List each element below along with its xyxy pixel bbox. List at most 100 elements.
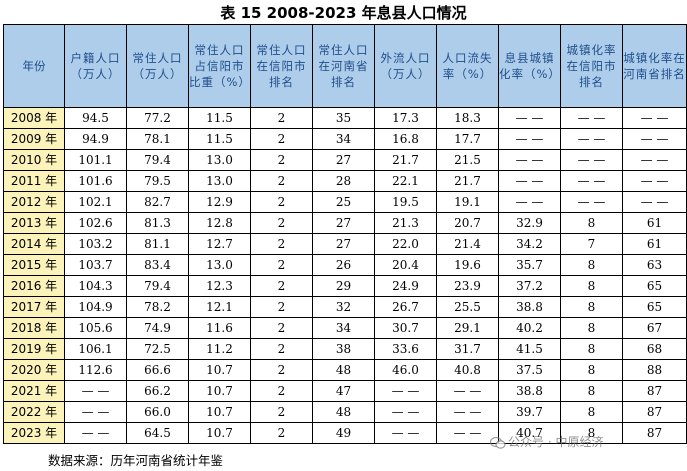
data-source-note: 数据来源：历年河南省统计年鉴 [48, 453, 224, 468]
table-row: 2019 年 106.1 72.5 11.2 2 38 33.6 31.7 41.5 8 68 [3, 338, 687, 360]
cell-loss-rate: 19.1 [436, 191, 499, 213]
cell-registered-pop: 106.1 [64, 338, 127, 360]
cell-year: 2012 年 [3, 191, 65, 213]
cell-resident-pop: 81.1 [126, 233, 189, 255]
cell-rank-xinyang: 2 [250, 359, 313, 381]
cell-urban-rank-henan: 61 [622, 212, 687, 234]
cell-rank-henan: 27 [312, 212, 375, 234]
cell-rank-xinyang: 2 [250, 107, 313, 129]
cell-urbanization-rate: 39.7 [498, 401, 561, 423]
cell-year: 2011 年 [3, 170, 65, 192]
cell-urban-rank-xinyang: 8 [560, 380, 623, 402]
cell-urbanization-rate: 35.7 [498, 254, 561, 276]
cell-year: 2018 年 [3, 317, 65, 339]
cell-urban-rank-xinyang: 7 [560, 233, 623, 255]
cell-registered-pop: 101.1 [64, 149, 127, 171]
cell-rank-henan: 27 [312, 149, 375, 171]
cell-urbanization-rate: 38.8 [498, 296, 561, 318]
cell-urbanization-rate: — — [498, 149, 561, 171]
table-row: 2021 年 — —66.2 10.7 2 47— — — —38.8 8 87 [3, 380, 687, 402]
cell-share-xinyang: 11.5 [188, 128, 251, 150]
cell-resident-pop: 66.6 [126, 359, 189, 381]
cell-share-xinyang: 11.2 [188, 338, 251, 360]
header-urbanization-rate: 息县城镇化率（%） [498, 24, 561, 108]
cell-rank-henan: 26 [312, 254, 375, 276]
cell-outflow-pop: 30.7 [374, 317, 437, 339]
cell-registered-pop: — — [64, 380, 127, 402]
cell-rank-henan: 25 [312, 191, 375, 213]
cell-loss-rate: 21.4 [436, 233, 499, 255]
cell-share-xinyang: 12.7 [188, 233, 251, 255]
cell-year: 2010 年 [3, 149, 65, 171]
cell-outflow-pop: — — [374, 422, 437, 444]
cell-urban-rank-xinyang: — — [560, 107, 623, 129]
cell-rank-xinyang: 2 [250, 233, 313, 255]
header-outflow-pop: 外流人口（万人） [374, 24, 437, 108]
cell-rank-henan: 47 [312, 380, 375, 402]
cell-rank-henan: 49 [312, 422, 375, 444]
cell-loss-rate: 25.5 [436, 296, 499, 318]
cell-urbanization-rate: 40.2 [498, 317, 561, 339]
cell-urban-rank-henan: — — [622, 149, 687, 171]
cell-urban-rank-henan: 65 [622, 296, 687, 318]
cell-rank-xinyang: 2 [250, 212, 313, 234]
cell-resident-pop: 79.4 [126, 275, 189, 297]
cell-urbanization-rate: 34.2 [498, 233, 561, 255]
cell-resident-pop: 79.5 [126, 170, 189, 192]
header-urban-rank-henan: 城镇化率在河南省排名 [622, 24, 687, 108]
cell-rank-xinyang: 2 [250, 317, 313, 339]
header-resident-pop: 常住人口（万人） [126, 24, 189, 108]
cell-year: 2019 年 [3, 338, 65, 360]
cell-urbanization-rate: — — [498, 107, 561, 129]
cell-outflow-pop: 17.3 [374, 107, 437, 129]
cell-year: 2021 年 [3, 380, 65, 402]
table-row: 2014 年 103.2 81.1 12.7 2 27 22.0 21.4 34.2 7 61 [3, 233, 687, 255]
cell-loss-rate: 17.7 [436, 128, 499, 150]
table-row: 2016 年 104.3 79.4 12.3 2 29 24.9 23.9 37.2 8 65 [3, 275, 687, 297]
cell-resident-pop: 82.7 [126, 191, 189, 213]
cell-share-xinyang: 10.7 [188, 359, 251, 381]
cell-resident-pop: 81.3 [126, 212, 189, 234]
cell-urban-rank-xinyang: — — [560, 191, 623, 213]
cell-urban-rank-xinyang: 8 [560, 254, 623, 276]
cell-loss-rate: — — [436, 401, 499, 423]
header-year: 年份 [3, 24, 65, 108]
cell-outflow-pop: 22.0 [374, 233, 437, 255]
cell-share-xinyang: 12.8 [188, 212, 251, 234]
cell-registered-pop: — — [64, 401, 127, 423]
cell-registered-pop: 102.1 [64, 191, 127, 213]
wechat-logo-icon [489, 436, 506, 450]
cell-urban-rank-henan: — — [622, 191, 687, 213]
cell-outflow-pop: 19.5 [374, 191, 437, 213]
cell-urban-rank-xinyang: 8 [560, 338, 623, 360]
cell-loss-rate: 19.6 [436, 254, 499, 276]
cell-share-xinyang: 10.7 [188, 380, 251, 402]
cell-urban-rank-xinyang: 8 [560, 317, 623, 339]
cell-outflow-pop: 46.0 [374, 359, 437, 381]
cell-loss-rate: 29.1 [436, 317, 499, 339]
cell-resident-pop: 83.4 [126, 254, 189, 276]
cell-rank-henan: 38 [312, 338, 375, 360]
cell-resident-pop: 79.4 [126, 149, 189, 171]
cell-rank-xinyang: 2 [250, 275, 313, 297]
cell-registered-pop: 104.9 [64, 296, 127, 318]
cell-rank-xinyang: 2 [250, 254, 313, 276]
cell-share-xinyang: 13.0 [188, 170, 251, 192]
cell-rank-henan: 28 [312, 170, 375, 192]
cell-urban-rank-henan: 88 [622, 359, 687, 381]
header-row: 年份 户籍人口（万人） 常住人口（万人） 常住人口占信阳市比重（%） 常住人口在… [3, 24, 687, 108]
cell-rank-xinyang: 2 [250, 338, 313, 360]
cell-urbanization-rate: — — [498, 128, 561, 150]
cell-rank-henan: 32 [312, 296, 375, 318]
cell-outflow-pop: 16.8 [374, 128, 437, 150]
cell-resident-pop: 78.2 [126, 296, 189, 318]
cell-rank-henan: 27 [312, 233, 375, 255]
table-row: 2010 年 101.1 79.4 13.0 2 27 21.7 21.5— — — — — — [3, 149, 687, 171]
cell-share-xinyang: 13.0 [188, 149, 251, 171]
cell-registered-pop: 102.6 [64, 212, 127, 234]
cell-year: 2022 年 [3, 401, 65, 423]
cell-year: 2014 年 [3, 233, 65, 255]
cell-loss-rate: 21.5 [436, 149, 499, 171]
cell-urban-rank-xinyang: 8 [560, 296, 623, 318]
cell-urbanization-rate: 37.2 [498, 275, 561, 297]
